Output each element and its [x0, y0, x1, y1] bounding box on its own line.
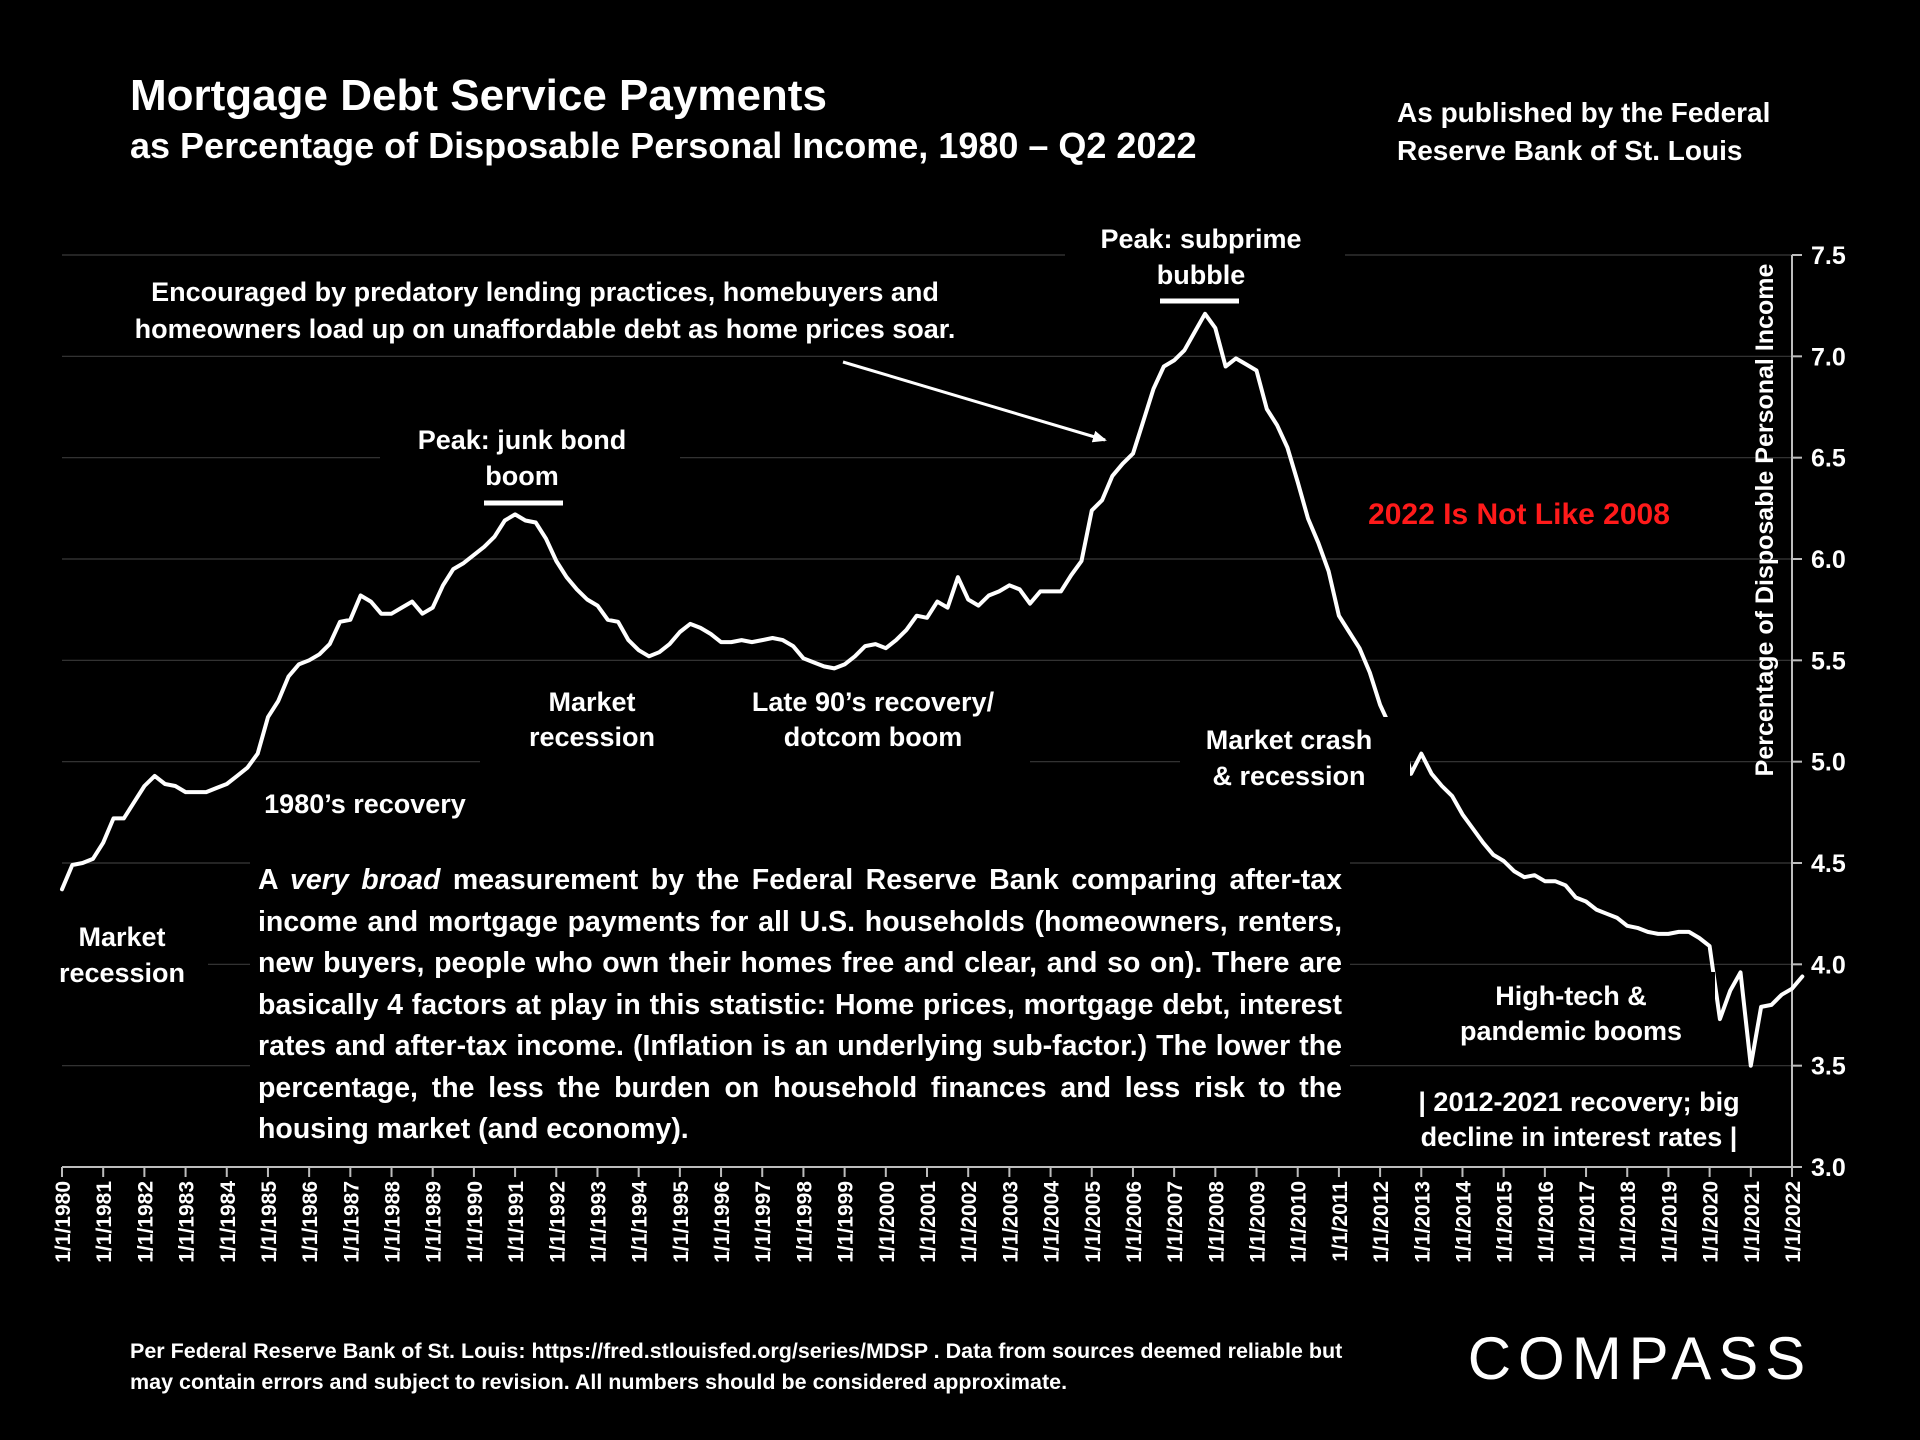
- x-tick-label: 1/1/1990: [464, 1181, 487, 1263]
- annotation-not-like-2008: 2022 Is Not Like 2008: [1368, 498, 1670, 531]
- annotation-market-recession-1990s-line1: Market: [548, 687, 635, 717]
- x-tick-label: 1/1/2014: [1452, 1181, 1475, 1263]
- annotation-peak-subprime-line2: bubble: [1157, 260, 1246, 290]
- y-tick-label: 7.0: [1811, 343, 1846, 371]
- y-tick-label: 6.0: [1811, 546, 1846, 574]
- y-tick-label: 5.0: [1811, 749, 1846, 777]
- y-axis-label: Percentage of Disposable Personal Income: [1751, 264, 1779, 777]
- description-post: measurement by the Federal Reserve Bank …: [258, 864, 1342, 1145]
- x-tick-label: 1/1/2013: [1411, 1181, 1434, 1263]
- y-tick-label: 3.5: [1811, 1053, 1846, 1081]
- annotation-predatory-line2: homeowners load up on unaffordable debt …: [135, 314, 956, 344]
- x-tick-label: 1/1/1983: [176, 1181, 199, 1263]
- x-tick-label: 1/1/1991: [505, 1181, 528, 1263]
- annotation-arrow: [842, 360, 1107, 443]
- y-tick-label: 4.5: [1811, 850, 1846, 878]
- y-tick-label: 5.5: [1811, 647, 1846, 675]
- x-tick-label: 1/1/1980: [52, 1181, 75, 1263]
- annotation-1980s-recovery: 1980’s recovery: [264, 789, 466, 819]
- y-tick-label: 3.0: [1811, 1154, 1846, 1182]
- annotation-late-90s-line1: Late 90’s recovery/: [752, 687, 995, 717]
- x-tick-label: 1/1/2009: [1247, 1181, 1270, 1263]
- x-tick-label: 1/1/2020: [1700, 1181, 1723, 1263]
- chart-description: A very broad measurement by the Federal …: [258, 860, 1342, 1151]
- x-tick-label: 1/1/1999: [835, 1181, 858, 1263]
- x-tick-label: 1/1/1982: [134, 1181, 157, 1263]
- x-tick-label: 1/1/2005: [1082, 1181, 1105, 1263]
- annotation-peak-junk-bond-line2: boom: [485, 461, 559, 491]
- annotation-2012-recovery-line2: decline in interest rates |: [1421, 1122, 1738, 1152]
- x-tick-label: 1/1/2017: [1576, 1181, 1599, 1263]
- x-tick-label: 1/1/2001: [917, 1181, 940, 1263]
- x-tick-label: 1/1/2006: [1123, 1181, 1146, 1263]
- x-tick-label: 1/1/2015: [1494, 1181, 1517, 1263]
- annotation-market-crash-line1: Market crash: [1206, 725, 1373, 755]
- annotation-market-recession-1980-line2: recession: [59, 958, 185, 988]
- annotation-market-recession-1980-line1: Market: [78, 922, 165, 952]
- x-tick-label: 1/1/1995: [670, 1181, 693, 1263]
- x-tick-label: 1/1/1988: [382, 1181, 405, 1263]
- compass-logo-text: COMPASS: [1468, 1325, 1813, 1392]
- x-tick-label: 1/1/2000: [876, 1181, 899, 1263]
- publisher-note: As published by the Federal Reserve Bank…: [1397, 97, 1771, 166]
- x-tick-label: 1/1/1997: [752, 1181, 775, 1263]
- y-tick-label: 6.5: [1811, 445, 1846, 473]
- x-tick-label: 1/1/2008: [1205, 1181, 1228, 1263]
- x-tick-label: 1/1/1998: [793, 1181, 816, 1263]
- annotation-market-crash-line2: & recession: [1212, 761, 1365, 791]
- x-tick-label: 1/1/2011: [1329, 1181, 1352, 1262]
- x-tick-label: 1/1/1989: [423, 1181, 446, 1263]
- annotation-predatory-line1: Encouraged by predatory lending practice…: [151, 277, 939, 307]
- series-line: [60, 311, 1805, 1068]
- y-tick-label: 4.0: [1811, 951, 1846, 979]
- x-tick-label: 1/1/2007: [1164, 1181, 1187, 1263]
- x-tick-label: 1/1/2018: [1617, 1181, 1640, 1263]
- y-tick-labels: 3.0 3.5 4.0 4.5 5.0 5.5 6.0 6.5 7.0 7.5: [1811, 242, 1846, 1182]
- x-tick-label: 1/1/2012: [1370, 1181, 1393, 1263]
- x-tick-label: 1/1/2004: [1041, 1181, 1064, 1263]
- x-tick-label: 1/1/1994: [629, 1181, 652, 1263]
- x-tick-label: 1/1/2022: [1782, 1181, 1805, 1263]
- page-subtitle: as Percentage of Disposable Personal Inc…: [130, 125, 1197, 166]
- compass-logo: COMPASS: [1468, 1325, 1813, 1392]
- x-tick-label: 1/1/2016: [1535, 1181, 1558, 1263]
- annotation-high-tech-line2: pandemic booms: [1460, 1016, 1682, 1046]
- x-tick-label: 1/1/2010: [1288, 1181, 1311, 1263]
- description-pre: A: [258, 864, 291, 896]
- page-title: Mortgage Debt Service Payments: [130, 71, 827, 120]
- x-tick-label: 1/1/1985: [258, 1181, 281, 1263]
- source-footer: Per Federal Reserve Bank of St. Louis: h…: [130, 1339, 1343, 1394]
- x-tick-label: 1/1/2019: [1658, 1181, 1681, 1263]
- x-tick-label: 1/1/2021: [1741, 1181, 1764, 1263]
- x-tick-label: 1/1/1984: [217, 1181, 240, 1263]
- x-tick-label: 1/1/1992: [546, 1181, 569, 1263]
- series: [60, 311, 1805, 1068]
- annotations: Market recession 1980’s recovery Peak: j…: [48, 215, 1770, 1166]
- y-tick-label: 7.5: [1811, 242, 1846, 270]
- description-emphasis: very broad: [290, 864, 441, 896]
- annotation-late-90s-line2: dotcom boom: [784, 722, 962, 752]
- x-tick-label: 1/1/2003: [999, 1181, 1022, 1263]
- annotation-peak-junk-bond-line1: Peak: junk bond: [418, 425, 627, 455]
- annotation-peak-subprime-line1: Peak: subprime: [1100, 224, 1301, 254]
- x-tick-labels: 1/1/1980 1/1/1981 1/1/1982 1/1/1983 1/1/1984…: [52, 1167, 1805, 1263]
- annotation-high-tech-line1: High-tech &: [1495, 981, 1647, 1011]
- x-tick-label: 1/1/1993: [587, 1181, 610, 1263]
- annotation-2012-recovery-line1: | 2012-2021 recovery; big: [1418, 1087, 1739, 1117]
- x-tick-label: 1/1/1986: [299, 1181, 322, 1263]
- x-tick-label: 1/1/2002: [958, 1181, 981, 1263]
- annotation-market-recession-1990s-line2: recession: [529, 722, 655, 752]
- x-tick-label: 1/1/1996: [711, 1181, 734, 1263]
- x-tick-label: 1/1/1981: [93, 1181, 116, 1263]
- x-tick-label: 1/1/1987: [340, 1181, 363, 1263]
